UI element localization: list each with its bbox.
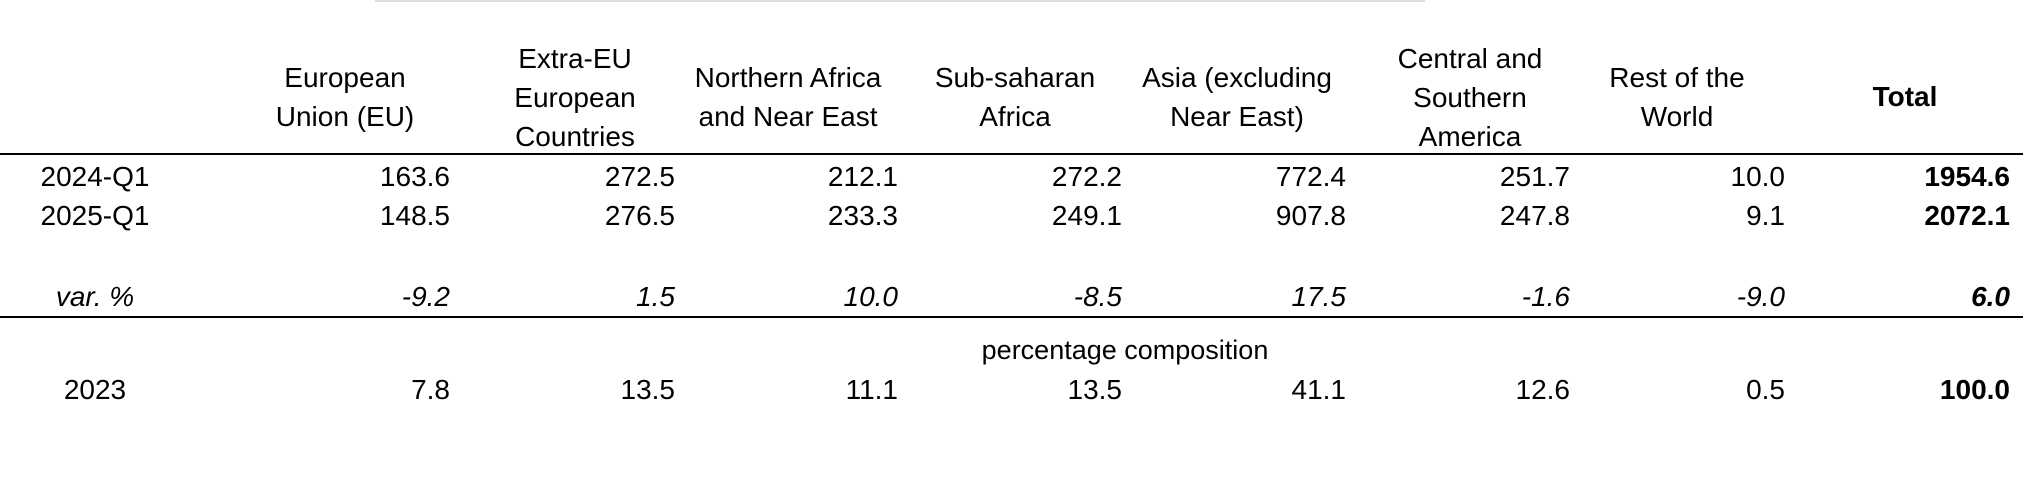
header-asia: Asia (excluding Near East): [1142, 62, 1332, 132]
comp-asia: 41.1: [1291, 374, 1347, 405]
header-total: Total: [1872, 81, 1938, 112]
cell-rest-of-world: 10.0: [1730, 161, 1786, 192]
comp-row-label: 2023: [63, 374, 127, 405]
var-extra-eu: 1.5: [636, 281, 675, 312]
header-extra-eu: Extra-EU European Countries: [514, 43, 636, 152]
cell-extra-eu: 272.5: [604, 161, 675, 192]
header-rest-of-world: Rest of the World: [1609, 62, 1745, 132]
comp-central-south-america: 12.6: [1515, 374, 1571, 405]
comp-rest-of-world: 0.5: [1746, 374, 1785, 405]
cell-sub-saharan: 249.1: [1051, 200, 1122, 231]
var-sub-saharan: -8.5: [1073, 281, 1122, 312]
cell-central-south-america: 247.8: [1499, 200, 1570, 231]
cell-total: 2072.1: [1924, 200, 2010, 231]
comp-extra-eu: 13.5: [620, 374, 676, 405]
var-central-south-america: -1.6: [1521, 281, 1570, 312]
var-total: 6.0: [1971, 281, 2010, 312]
var-eu: -9.2: [401, 281, 450, 312]
header-eu: European Union (EU): [275, 62, 415, 132]
cell-extra-eu: 276.5: [604, 200, 675, 231]
var-row-label: var. %: [55, 281, 135, 312]
cell-north-africa: 233.3: [827, 200, 898, 231]
var-north-africa: 10.0: [843, 281, 899, 312]
comp-total: 100.0: [1939, 374, 2010, 405]
cell-asia: 907.8: [1275, 200, 1346, 231]
comp-north-africa: 11.1: [845, 374, 898, 405]
section-label: percentage composition: [981, 335, 1269, 365]
var-asia: 17.5: [1291, 281, 1347, 312]
header-rule: [0, 153, 2023, 155]
cell-rest-of-world: 9.1: [1746, 200, 1785, 231]
header-sub-saharan: Sub-saharan Africa: [934, 62, 1096, 132]
cell-eu: 148.5: [379, 200, 450, 231]
cell-north-africa: 212.1: [827, 161, 898, 192]
row-label: 2025-Q1: [40, 200, 150, 231]
comp-eu: 7.8: [411, 374, 450, 405]
cell-total: 1954.6: [1924, 161, 2010, 192]
var-rule: [0, 316, 2023, 318]
comp-sub-saharan: 13.5: [1067, 374, 1123, 405]
cell-eu: 163.6: [379, 161, 450, 192]
cell-central-south-america: 251.7: [1499, 161, 1570, 192]
var-rest-of-world: -9.0: [1736, 281, 1785, 312]
cell-sub-saharan: 272.2: [1051, 161, 1122, 192]
header-north-africa: Northern Africa and Near East: [694, 62, 882, 132]
header-central-south-america: Central and Southern America: [1397, 43, 1543, 152]
cell-asia: 772.4: [1275, 161, 1346, 192]
cropped-caption: [375, 0, 1425, 7]
row-label: 2024-Q1: [40, 161, 150, 192]
